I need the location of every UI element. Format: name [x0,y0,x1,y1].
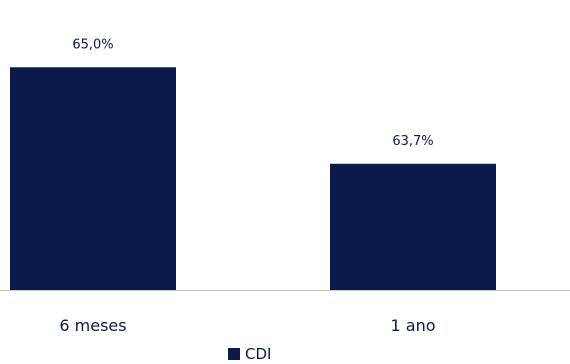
bars-group [10,67,496,290]
data-label-0: 65,0% [72,37,113,52]
data-label-1: 63,7% [392,134,433,149]
x-tick-labels-group: 6 meses 1 ano [59,316,435,335]
bar-1 [330,163,496,290]
legend-swatch-cdi [228,348,240,360]
data-labels-group: 65,0% 63,7% [72,37,433,149]
legend: CDI [228,345,271,363]
legend-label-cdi: CDI [245,345,271,363]
bar-0 [10,67,176,290]
x-tick-label-1: 1 ano [391,316,436,335]
x-tick-label-0: 6 meses [59,316,126,335]
